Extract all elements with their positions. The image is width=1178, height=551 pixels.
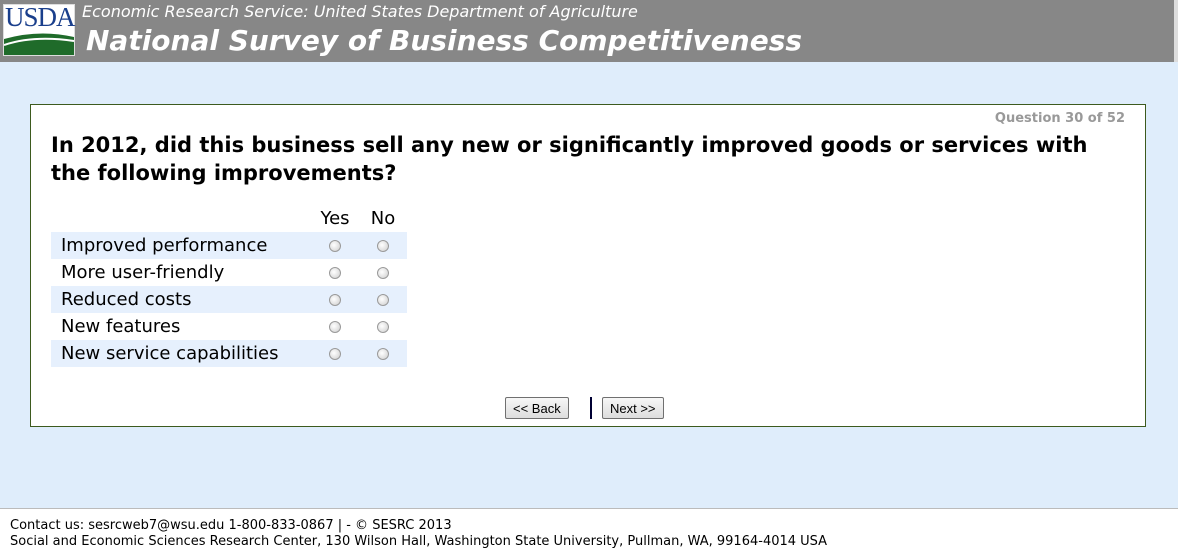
radio-no[interactable] [377,321,389,333]
question-row: More user-friendly [51,259,407,286]
radio-no[interactable] [377,267,389,279]
survey-title: National Survey of Business Competitiven… [86,24,803,57]
row-label: Improved performance [51,232,311,259]
radio-yes[interactable] [329,240,341,252]
question-row: New features [51,313,407,340]
radio-yes[interactable] [329,348,341,360]
row-label: More user-friendly [61,262,225,283]
usda-logo: USDA [3,2,76,56]
radio-yes[interactable] [329,321,341,333]
footer: Contact us: sesrcweb7@wsu.edu 1-800-833-… [0,508,1178,551]
question-text: In 2012, did this business sell any new … [51,133,1088,185]
address-line: Social and Economic Sciences Research Ce… [10,534,828,549]
radio-yes[interactable] [329,294,341,306]
divider [590,397,592,419]
radio-no[interactable] [377,348,389,360]
row-label: New service capabilities [51,340,311,367]
column-yes: Yes [320,208,350,229]
row-label: Reduced costs [51,286,311,313]
column-no: No [370,208,396,229]
header: USDA Economic Research Service: United S… [0,0,1178,62]
row-label: New features [61,316,181,337]
question-row: Reduced costs [51,286,407,313]
question-row: Improved performance [51,232,407,259]
answer-grid: Yes No Improved performance More user-fri… [51,205,407,367]
agency-subtitle: Economic Research Service: United States… [82,2,638,21]
question-row: New service capabilities [51,340,407,367]
radio-no[interactable] [377,294,389,306]
question-counter: Question 30 of 52 [994,111,1125,126]
contact-line: Contact us: sesrcweb7@wsu.edu 1-800-833-… [10,518,452,533]
question-panel: Question 30 of 52 In 2012, did this busi… [30,104,1146,427]
radio-yes[interactable] [329,267,341,279]
radio-no[interactable] [377,240,389,252]
next-button[interactable]: Next >> [602,397,664,419]
back-button[interactable]: << Back [505,397,569,419]
